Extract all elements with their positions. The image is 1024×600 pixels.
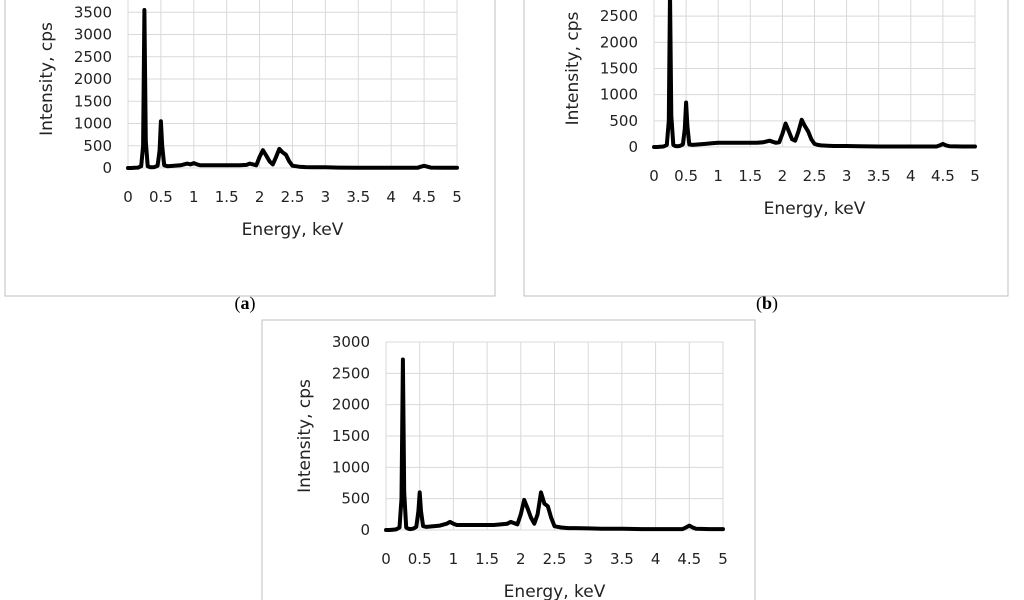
x-tick-label: 1 [189, 188, 199, 206]
x-tick-label: 2 [778, 167, 788, 185]
chart-frame [4, 0, 496, 297]
x-tick-label: 4 [906, 167, 916, 185]
y-tick-label: 1000 [74, 115, 112, 133]
y-tick-label: 1500 [332, 427, 370, 445]
x-tick-label: 4.5 [412, 188, 436, 206]
y-tick-label: 3000 [332, 333, 370, 351]
y-axis-title: Intensity, cps [295, 379, 315, 493]
chart-a: 0 0.5 1 1.5 2 2.5 3 3.5 4 4.5 5 0 500 1000 1500 2000 250… [4, 0, 496, 297]
x-tick-label: 3.5 [610, 550, 634, 568]
x-tick-label: 3.5 [867, 167, 891, 185]
x-tick-label: 0 [123, 188, 133, 206]
y-tick-label: 0 [360, 521, 370, 539]
x-tick-label: 0 [649, 167, 659, 185]
y-axis-title: Intensity, cps [37, 22, 57, 136]
x-axis-title: Energy, keV [242, 220, 344, 240]
panel-label-a-letter: a [241, 293, 250, 313]
y-tick-label: 2500 [600, 7, 638, 25]
x-axis-title: Energy, keV [504, 582, 606, 600]
plots-layer: 0 0.5 1 1.5 2 2.5 3 3.5 4 4.5 50500100015002000250… [4, 0, 1009, 600]
y-tick-label: 1500 [600, 60, 638, 78]
spectrum-line [384, 357, 725, 532]
y-tick-label: 2000 [74, 70, 112, 88]
x-tick-label: 0.5 [408, 550, 432, 568]
y-tick-label: 500 [341, 490, 370, 508]
x-tick-label: 4 [386, 188, 396, 206]
y-tick-label: 2000 [332, 396, 370, 414]
x-tick-label: 5 [718, 550, 728, 568]
y-tick-label: 1000 [332, 458, 370, 476]
x-tick-label: 2 [255, 188, 265, 206]
y-tick-label: 500 [83, 137, 112, 155]
chart-c: 0 0.5 1 1.5 2 2.5 3 3.5 4 4.5 5 0 500 1000 1500 2000 250… [261, 319, 756, 600]
x-tick-label: 4.5 [677, 550, 701, 568]
y-tick-label: 1000 [600, 86, 638, 104]
y-axis-title: Intensity, cps [563, 11, 583, 125]
x-tick-label: 4.5 [931, 167, 955, 185]
spectrum-line [126, 8, 459, 170]
x-tick-label: 1 [449, 550, 459, 568]
x-tick-label: 2 [516, 550, 526, 568]
chart-frame [261, 319, 756, 600]
y-tick-label: 500 [609, 112, 638, 130]
x-tick-label: 2.5 [803, 167, 827, 185]
x-tick-label: 0.5 [674, 167, 698, 185]
y-tick-label: 0 [628, 138, 638, 156]
x-tick-label: 3.5 [346, 188, 370, 206]
y-tick-label: 2000 [600, 33, 638, 51]
x-tick-label: 4 [651, 550, 661, 568]
y-tick-label: 3500 [74, 3, 112, 21]
x-tick-label: 2.5 [543, 550, 567, 568]
x-tick-label: 1.5 [475, 550, 499, 568]
y-tick-label: 2500 [74, 48, 112, 66]
x-tick-label: 1 [713, 167, 723, 185]
x-tick-label: 3 [583, 550, 593, 568]
x-tick-label: 2.5 [281, 188, 305, 206]
y-tick-label: 1500 [74, 92, 112, 110]
x-tick-label: 3 [842, 167, 852, 185]
x-tick-label: 5 [452, 188, 462, 206]
x-tick-label: 5 [970, 167, 980, 185]
y-tick-label: 3000 [74, 26, 112, 44]
panel-label-a: (a) [235, 293, 256, 314]
x-tick-label: 0 [381, 550, 391, 568]
x-tick-label: 3 [321, 188, 331, 206]
x-tick-label: 1.5 [215, 188, 239, 206]
chart-b: 0 0.5 1 1.5 2 2.5 3 3.5 4 4.5 5 0 500 1000 1500 2000 250… [523, 0, 1009, 297]
x-tick-label: 0.5 [149, 188, 173, 206]
y-tick-label: 0 [102, 159, 112, 177]
x-tick-label: 1.5 [738, 167, 762, 185]
panel-label-b-letter: b [762, 293, 772, 313]
x-axis-title: Energy, keV [764, 199, 866, 219]
y-tick-label: 2500 [332, 364, 370, 382]
panel-label-b: (b) [756, 293, 778, 314]
spectrum-line [652, 0, 977, 149]
